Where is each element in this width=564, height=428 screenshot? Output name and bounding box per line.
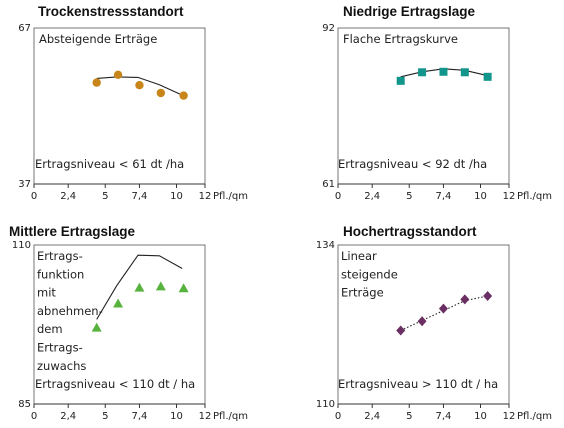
data-point xyxy=(91,322,102,332)
annotation-line: Erträge xyxy=(341,286,384,300)
chart-title: Niedrige Ertragslage xyxy=(343,4,476,19)
trend-line xyxy=(96,254,183,320)
data-point xyxy=(156,88,166,98)
x-tick-label: 10 xyxy=(474,191,487,202)
x-tick-label: 12 xyxy=(199,411,212,422)
y-tick-label: 92 xyxy=(322,23,335,34)
data-point xyxy=(134,282,145,292)
chart-annotation: Ertrags-funktion mit abnehmen-dem Ertrags-z… xyxy=(37,249,103,373)
y-tick-label: 110 xyxy=(316,399,335,410)
x-tick-label: 12 xyxy=(199,191,212,202)
x-tick-label: 12 xyxy=(503,411,516,422)
data-point xyxy=(438,303,448,314)
x-tick-label: 5 xyxy=(406,191,412,202)
chart-title: Mittlere Ertragslage xyxy=(9,224,136,239)
annotation-line: mit xyxy=(37,286,56,300)
data-point xyxy=(135,81,144,90)
plot-area xyxy=(337,27,510,185)
y-tick-label: 61 xyxy=(322,179,335,190)
plot-area xyxy=(33,27,206,185)
data-point xyxy=(113,298,124,308)
annotation-line: Ertrags- xyxy=(37,249,83,263)
chart-annotation: Absteigende Erträge xyxy=(39,32,157,46)
annotation-line: Linear xyxy=(341,249,377,263)
annotation-line: abnehmen- xyxy=(37,304,103,318)
data-point xyxy=(460,68,469,77)
x-tick-label: 0 xyxy=(31,191,37,202)
x-tick-label: 7,4 xyxy=(131,411,147,422)
data-point xyxy=(178,283,189,293)
y-tick-label: 67 xyxy=(18,23,31,34)
chart-annotation: Flache Ertragskurve xyxy=(343,32,458,46)
x-tick-label: 2,4 xyxy=(60,411,76,422)
data-point xyxy=(113,70,123,80)
x-tick-label: 0 xyxy=(335,411,341,422)
x-axis-label: Pfl./qm xyxy=(517,191,552,202)
y-tick-label: 134 xyxy=(316,240,335,251)
chart-annotation: Linear steigende Erträge xyxy=(341,249,398,300)
x-tick-label: 7,4 xyxy=(131,191,147,202)
x-axis-label: Pfl./qm xyxy=(517,411,552,422)
data-point xyxy=(179,91,188,100)
yield-level-label: Ertragsniveau > 110 dt / ha xyxy=(338,377,498,391)
yield-level-label: Ertragsniveau < 110 dt / ha xyxy=(35,377,195,391)
data-point xyxy=(460,294,470,305)
trend-line xyxy=(400,295,488,331)
data-point xyxy=(417,316,427,327)
trend-line xyxy=(96,76,183,96)
y-tick-label: 37 xyxy=(18,179,31,190)
x-tick-label: 0 xyxy=(31,411,37,422)
x-tick-label: 5 xyxy=(406,411,412,422)
data-point xyxy=(396,76,405,85)
yield-level-label: Ertragsniveau < 61 dt /ha xyxy=(35,157,184,171)
x-tick-label: 7,4 xyxy=(435,411,451,422)
x-axis-label: Pfl./qm xyxy=(213,411,248,422)
data-point xyxy=(439,67,448,76)
x-tick-label: 0 xyxy=(335,191,341,202)
x-tick-label: 10 xyxy=(170,411,183,422)
annotation-line: zuwachs xyxy=(37,359,86,373)
annotation-line: Absteigende Erträge xyxy=(39,32,157,46)
annotation-line: Flache Ertragskurve xyxy=(343,32,458,46)
chart-panel-2: Niedrige Ertragslage 92 610 2,4 5 7,4 10 12 Pfl.… xyxy=(322,4,552,202)
x-tick-label: 12 xyxy=(503,191,516,202)
annotation-line: steigende xyxy=(341,267,398,281)
x-tick-label: 2,4 xyxy=(364,411,380,422)
x-tick-label: 5 xyxy=(102,191,108,202)
x-tick-label: 2,4 xyxy=(60,191,76,202)
yield-level-label: Ertragsniveau < 92 dt /ha xyxy=(338,157,487,171)
data-point xyxy=(418,68,427,77)
x-tick-label: 2,4 xyxy=(364,191,380,202)
x-tick-label: 5 xyxy=(102,411,108,422)
x-tick-label: 10 xyxy=(474,411,487,422)
chart-title: Trockenstressstandort xyxy=(38,4,184,19)
annotation-line: funktion xyxy=(37,267,84,281)
data-point xyxy=(396,325,406,336)
data-point xyxy=(92,78,101,87)
x-tick-label: 10 xyxy=(170,191,183,202)
data-point xyxy=(483,72,492,81)
x-tick-label: 7,4 xyxy=(435,191,451,202)
data-point xyxy=(155,281,166,291)
annotation-line: dem xyxy=(37,322,63,336)
y-tick-label: 110 xyxy=(12,240,31,251)
chart-title: Hochertragsstandort xyxy=(343,224,477,239)
data-point xyxy=(483,291,493,302)
y-tick-label: 85 xyxy=(18,399,31,410)
annotation-line: Ertrags- xyxy=(37,341,83,355)
chart-panel-1: Trockenstressstandort 67 370 2,4 5 7,4 10 12 Pfl… xyxy=(18,4,248,202)
plot-area xyxy=(33,244,206,405)
x-axis-label: Pfl./qm xyxy=(213,191,248,202)
